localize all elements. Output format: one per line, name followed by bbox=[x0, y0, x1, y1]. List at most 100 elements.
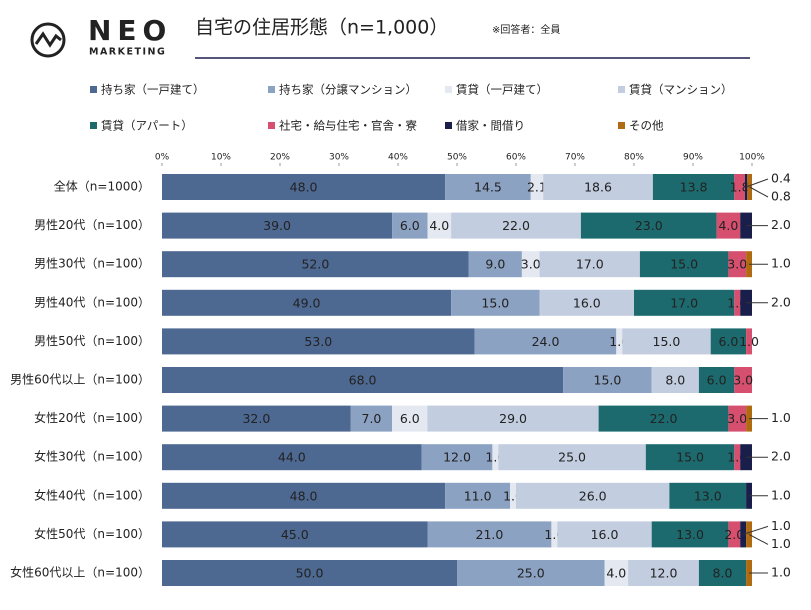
logo-subtext: MARKETING bbox=[89, 47, 166, 58]
x-tick-label: 50% bbox=[447, 153, 467, 163]
data-label: 6.0 bbox=[400, 411, 420, 426]
legend-label: 持ち家（分譲マンション） bbox=[279, 83, 417, 97]
data-label: 53.0 bbox=[304, 334, 332, 349]
data-label: 13.8 bbox=[680, 180, 708, 195]
y-tick-label: 男性30代（n=100） bbox=[34, 257, 150, 271]
bar-segment bbox=[162, 482, 446, 509]
data-label: 2.0 bbox=[771, 294, 791, 309]
data-label: 50.0 bbox=[296, 566, 324, 581]
data-label: 2.1 bbox=[527, 180, 547, 195]
data-label: 8.0 bbox=[665, 373, 685, 388]
bar-segment bbox=[162, 405, 351, 432]
bar-segment bbox=[734, 367, 752, 393]
data-label: 6.0 bbox=[400, 218, 420, 233]
bar-segment bbox=[563, 367, 652, 393]
logo: NEO MARKETING bbox=[30, 14, 172, 58]
bar-segment bbox=[162, 289, 452, 316]
data-label: 16.0 bbox=[591, 527, 619, 542]
data-label: 13.0 bbox=[676, 527, 704, 542]
data-label: 3.0 bbox=[727, 257, 747, 272]
bar-segment bbox=[392, 405, 428, 432]
data-label: 39.0 bbox=[263, 218, 291, 233]
data-label: 15.0 bbox=[676, 450, 704, 465]
bar-segment bbox=[598, 405, 729, 432]
data-label: 15.0 bbox=[670, 257, 698, 272]
bar-segment bbox=[350, 405, 393, 432]
y-tick-label: 男性60代以上（n=100） bbox=[10, 373, 150, 387]
data-label: 11.0 bbox=[464, 488, 492, 503]
x-tick-label: 0% bbox=[155, 153, 170, 163]
data-label: 17.0 bbox=[670, 295, 698, 310]
bar-segment bbox=[728, 251, 747, 278]
bar-segment bbox=[622, 328, 711, 355]
bar-segment bbox=[521, 251, 540, 278]
logo-text: NEO bbox=[88, 14, 172, 47]
data-label: 1.0 bbox=[771, 518, 791, 533]
legend-swatch bbox=[268, 86, 275, 93]
data-label: 25.0 bbox=[517, 566, 545, 581]
data-label: 9.0 bbox=[485, 257, 505, 272]
data-label: 15.0 bbox=[594, 373, 622, 388]
bar-segment bbox=[734, 174, 745, 200]
legend-swatch bbox=[268, 122, 275, 129]
data-label: 7.0 bbox=[362, 411, 382, 426]
logo-wave bbox=[34, 31, 62, 48]
bar-segment bbox=[728, 405, 747, 432]
bar-segment bbox=[652, 174, 735, 200]
legend-swatch bbox=[445, 122, 452, 129]
bar-segment bbox=[639, 251, 729, 278]
x-tick-label: 10% bbox=[211, 153, 231, 163]
data-label: 1.0 bbox=[771, 256, 791, 271]
data-label: 14.5 bbox=[474, 180, 502, 195]
data-label: 16.0 bbox=[573, 295, 601, 310]
bar-segment bbox=[728, 521, 741, 548]
data-label: 8.0 bbox=[713, 566, 733, 581]
bar-segment bbox=[580, 212, 717, 239]
bar-segment bbox=[557, 521, 652, 548]
x-tick-label: 30% bbox=[329, 153, 349, 163]
bar-segment bbox=[628, 560, 699, 586]
bar-segment bbox=[530, 174, 544, 200]
y-tick-label: 全体（n=1000） bbox=[54, 179, 150, 194]
data-label: 6.0 bbox=[718, 334, 738, 349]
y-tick-label: 女性60代以上（n=100） bbox=[10, 565, 150, 580]
data-label: 45.0 bbox=[281, 527, 309, 542]
data-label: 52.0 bbox=[301, 257, 329, 272]
legend-label: その他 bbox=[629, 119, 664, 133]
data-label: 1.0 bbox=[739, 334, 759, 349]
bar-segment bbox=[716, 212, 741, 239]
data-label: 25.0 bbox=[558, 450, 586, 465]
data-label: 3.0 bbox=[727, 411, 747, 426]
bar-segment bbox=[604, 560, 629, 586]
y-tick-label: 男性40代（n=100） bbox=[34, 295, 150, 309]
data-label: 12.0 bbox=[650, 566, 678, 581]
bar-segment bbox=[474, 328, 617, 355]
bar-segment bbox=[162, 444, 422, 471]
legend-label: 社宅・給与住宅・官舎・寮 bbox=[279, 119, 417, 133]
legend-swatch bbox=[445, 86, 452, 93]
data-label: 29.0 bbox=[499, 411, 527, 426]
leader-line bbox=[742, 525, 769, 535]
data-label: 3.0 bbox=[521, 257, 541, 272]
bar-segment bbox=[746, 328, 752, 355]
bar-segment bbox=[468, 251, 522, 278]
legend-swatch bbox=[90, 86, 97, 93]
data-label: 23.0 bbox=[635, 218, 663, 233]
bar-segment bbox=[162, 560, 457, 586]
data-label: 12.0 bbox=[443, 450, 471, 465]
data-label: 15.0 bbox=[481, 295, 509, 310]
leader-line bbox=[745, 178, 769, 188]
data-label: 4.0 bbox=[718, 218, 738, 233]
chart-title: 自宅の住居形態（n=1,000） bbox=[195, 17, 448, 39]
data-label: 26.0 bbox=[579, 488, 607, 503]
bar-segment bbox=[162, 367, 564, 393]
data-label: 68.0 bbox=[349, 373, 377, 388]
bar-segment bbox=[734, 289, 741, 316]
bar-segment bbox=[651, 521, 729, 548]
bar-segment bbox=[616, 328, 623, 355]
bar-segment bbox=[162, 328, 475, 355]
data-label: 4.0 bbox=[429, 218, 449, 233]
data-label: 13.0 bbox=[694, 488, 722, 503]
data-label: 1.0 bbox=[771, 565, 791, 580]
